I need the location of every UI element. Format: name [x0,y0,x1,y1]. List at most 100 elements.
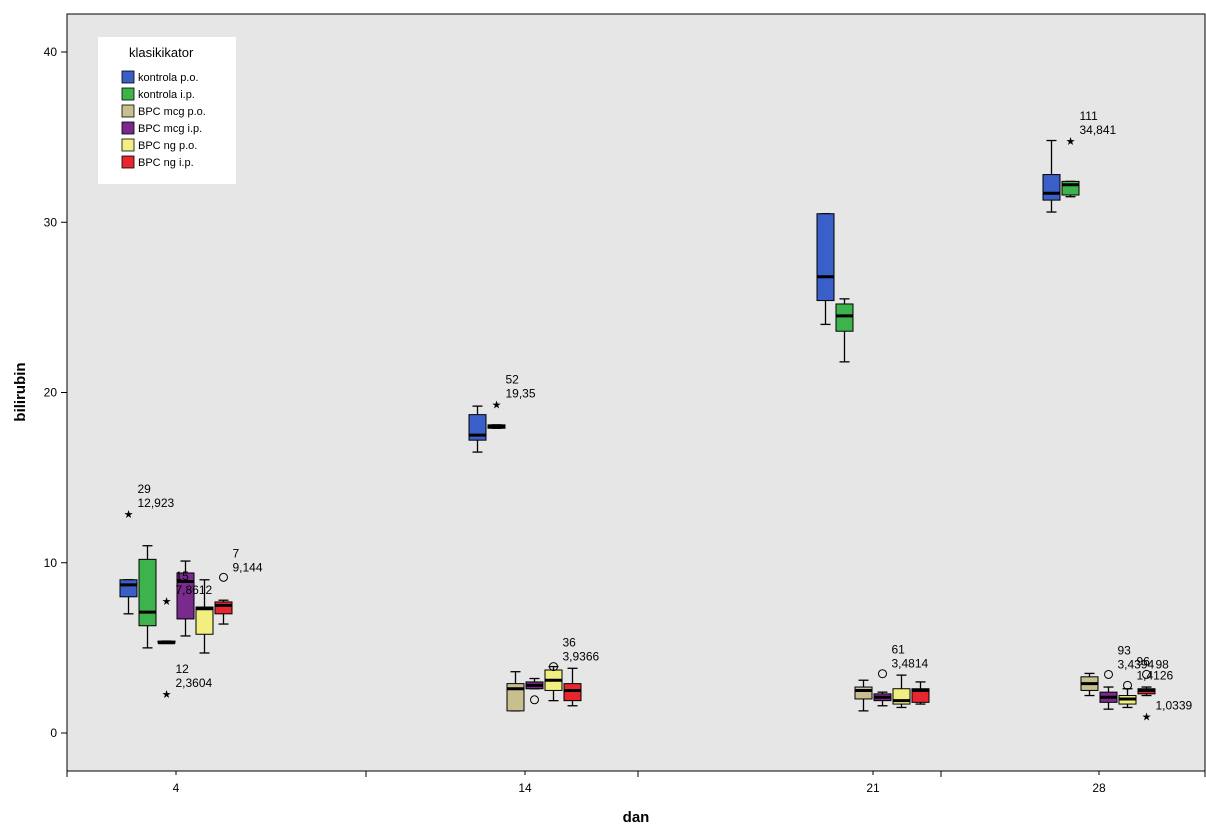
legend-swatch [121,104,135,118]
outlier-label: 96 [1137,654,1151,668]
box-body [1042,174,1061,201]
box-group [119,139,1156,712]
outlier-circle-marker [878,669,887,679]
legend-title: klasikikator [129,45,194,60]
box-body [138,558,157,627]
outlier-star-marker: ★ [1142,710,1152,723]
legend-swatch [121,121,135,135]
box-body [195,606,214,635]
legend-entry-label: kontrola i.p. [138,89,195,101]
outlier-label: 29 [138,482,152,496]
outlier-label: 98 [1156,657,1170,671]
x-axis: 4 14 21 28 [66,771,1206,795]
legend-swatch [121,87,135,101]
legend-entry-label: BPC mcg p.o. [138,106,206,118]
box-bpc-mcg-p-o--4 [157,640,176,645]
box-bpc-mcg-i-p--21 [873,691,892,707]
legend: klasikikator kontrola p.o. kontrola i.p. B… [98,37,236,184]
outlier-star-marker: ★ [162,688,172,701]
x-tick-label: 14 [518,781,532,795]
outlier-label: 7,8612 [176,583,213,597]
box-bpc-ng-p-o--4 [195,579,214,654]
outlier-star-marker: ★ [1066,135,1076,148]
legend-swatch [121,70,135,84]
y-tick-label: 30 [44,215,58,229]
x-tick-label: 21 [866,781,880,795]
outlier-label: 52 [506,373,520,387]
box-bpc-mcg-i-p--14 [525,677,544,690]
legend-swatch [121,155,135,169]
box-kontrola-p-o--14 [468,405,487,453]
outlier-label: 1,0339 [1156,698,1193,712]
box-body [854,686,873,700]
outlier-label: 15 [176,569,190,583]
box-bpc-mcg-p-o--14 [506,671,525,712]
box-kontrola-p-o--21 [816,213,835,326]
outlier-label: 3,9366 [563,650,600,664]
box-bpc-ng-p-o--14 [544,665,563,702]
box-body [835,303,854,332]
box-body [911,688,930,703]
outlier-label: 111 [1080,109,1099,123]
outlier-label: 3,4394 [1118,657,1155,671]
outlier-label: 2,3604 [176,676,213,690]
outlier-label: 36 [563,636,577,650]
x-axis-title: dan [623,809,650,826]
box-kontrola-p-o--28 [1042,139,1061,213]
box-bpc-mcg-p-o--21 [854,679,873,712]
outlier-circle-marker [549,662,558,672]
box-kontrola-p-o--4 [119,579,138,615]
legend-entry-label: kontrola p.o. [138,72,199,84]
outlier-star-marker: ★ [124,508,134,521]
box-bpc-ng-p-o--28 [1118,688,1137,709]
box-kontrola-i-p--28 [1061,180,1080,198]
legend-entry-label: BPC ng i.p. [138,157,194,169]
box-body [506,683,525,712]
outlier-circle-marker [1104,669,1113,679]
box-bpc-ng-i-p--14 [563,667,582,707]
outlier-label: 12,923 [138,496,175,510]
y-tick-label: 40 [44,45,58,59]
box-body [119,579,138,598]
box-body [176,572,195,620]
y-axis: 0 10 20 30 40 [44,45,67,740]
box-kontrola-i-p--21 [835,298,854,363]
box-kontrola-i-p--4 [138,545,157,649]
y-axis-title: bilirubin [12,362,29,421]
box-bpc-mcg-i-p--28 [1099,686,1118,710]
box-bpc-ng-i-p--4 [214,599,233,625]
y-tick-label: 10 [44,556,58,570]
box-bpc-ng-p-o--21 [892,674,911,709]
outlier-label: 3,4814 [892,657,929,671]
box-bpc-ng-i-p--21 [911,681,930,705]
outlier-label: 19,35 [506,387,536,401]
legend-box [98,37,236,184]
outlier-label: 93 [1118,643,1132,657]
plot-background [66,13,1206,772]
outlier-circle-marker [1142,669,1151,679]
outlier-label: 12 [176,662,190,676]
box-bpc-mcg-p-o--28 [1080,672,1099,697]
outlier-label: 9,144 [233,560,263,574]
outlier-label: 61 [892,643,906,657]
legend-entry-label: BPC ng p.o. [138,140,197,152]
legend-swatch [121,138,135,152]
x-tick-label: 4 [173,781,180,795]
outlier-circle-marker [219,572,228,582]
box-body [214,601,233,615]
outlier-label: 7 [233,546,240,560]
outlier-star-marker: ★ [492,399,502,412]
outlier-label: 34,841 [1080,123,1117,137]
outlier-circle-marker [1123,680,1132,690]
y-tick-label: 0 [50,726,57,740]
x-tick-label: 28 [1092,781,1106,795]
box-body [563,683,582,702]
outlier-circle-marker [530,695,539,705]
outlier-star-marker: ★ [162,595,172,608]
box-kontrola-i-p--14 [487,424,506,429]
legend-entry-label: BPC mcg i.p. [138,123,202,135]
y-tick-label: 20 [44,386,58,400]
box-bpc-mcg-i-p--4 [176,560,195,637]
